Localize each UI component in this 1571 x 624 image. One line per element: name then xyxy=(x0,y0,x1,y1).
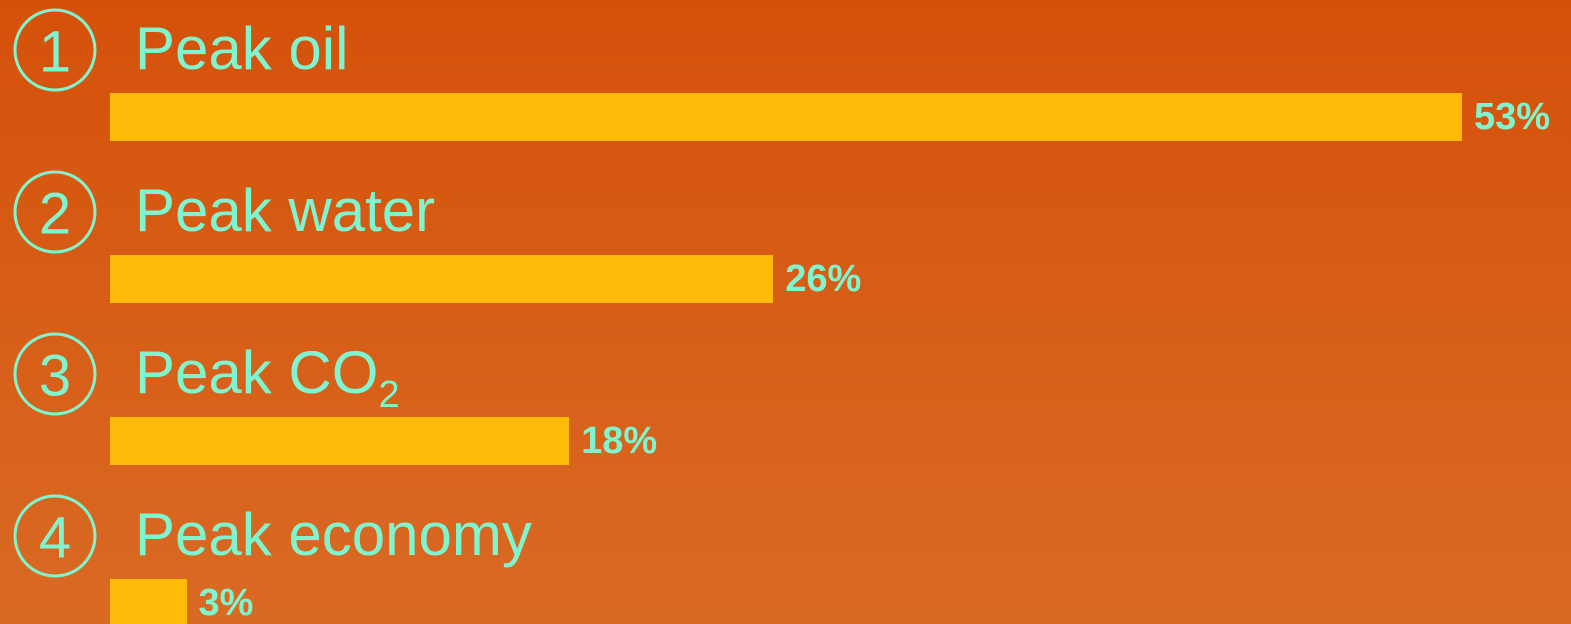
item-number-badge: 2 xyxy=(12,169,98,255)
item-number-badge: 1 xyxy=(12,7,98,93)
category-label-text: Peak water xyxy=(135,177,436,244)
item-number-circle: 2 xyxy=(13,170,97,254)
item-number-text: 3 xyxy=(39,344,71,409)
category-label: Peak oil xyxy=(135,16,348,82)
item-number-circle: 3 xyxy=(13,332,97,416)
bar-value-label: 53% xyxy=(1474,96,1551,138)
category-label: Peak CO2 xyxy=(135,339,400,415)
category-label: Peak economy xyxy=(135,502,532,568)
category-label-text: Peak CO xyxy=(135,339,379,406)
number-circle-outline xyxy=(13,332,97,416)
item-number-text: 1 xyxy=(39,20,71,85)
number-circle-outline xyxy=(13,494,97,578)
number-circle-outline xyxy=(13,8,97,92)
item-number-text: 4 xyxy=(39,506,71,571)
item-number-circle: 4 xyxy=(13,494,97,578)
bar-value-label: 3% xyxy=(198,582,254,624)
category-label-text: Peak oil xyxy=(135,15,349,82)
bar xyxy=(110,93,1462,141)
category-label: Peak water xyxy=(135,178,435,244)
bar-value-label: 18% xyxy=(581,420,658,462)
item-number-badge: 3 xyxy=(12,331,98,417)
bar xyxy=(110,417,570,465)
item-number-badge: 4 xyxy=(12,493,98,579)
item-number-text: 2 xyxy=(39,182,71,247)
category-label-subscript: 2 xyxy=(378,374,400,416)
item-number-circle: 1 xyxy=(13,8,97,92)
category-label-text: Peak economy xyxy=(135,501,532,568)
bar-value-label: 26% xyxy=(785,258,862,300)
number-circle-outline xyxy=(13,170,97,254)
bar xyxy=(110,255,774,303)
bar xyxy=(110,579,187,624)
